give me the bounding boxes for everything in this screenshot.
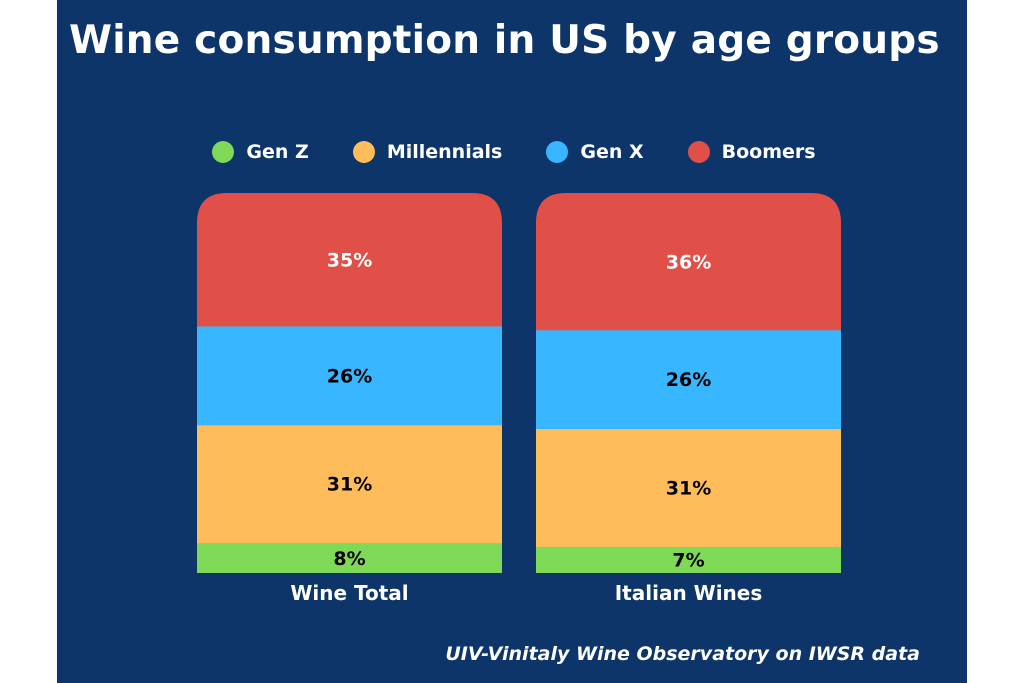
legend-swatch — [212, 141, 235, 163]
legend-label: Millennials — [386, 141, 503, 163]
bar-segment-gen-x — [536, 329, 841, 430]
data-label: 35% — [327, 250, 372, 272]
category-label: Italian Wines — [615, 581, 763, 605]
legend-item-millennials: Millennials — [352, 141, 503, 163]
legend-swatch — [352, 141, 375, 163]
legend-item-boomers: Boomers — [687, 141, 816, 163]
bar-segment-gen-x — [197, 326, 502, 426]
bar-segment-boomers — [197, 193, 502, 327]
source-note: UIV-Vinitaly Wine Observatory on IWSR da… — [445, 643, 920, 665]
bar-segment-gen-z — [536, 546, 841, 573]
legend-swatch — [687, 141, 710, 163]
legend-swatch — [546, 141, 569, 163]
legend-label: Gen X — [580, 141, 644, 163]
legend: Gen Z Millennials Gen X Boomers — [0, 141, 1024, 163]
category-label: Wine Total — [290, 581, 408, 605]
legend-item-gen-z: Gen Z — [212, 141, 309, 163]
chart-title: Wine consumption in US by age groups — [69, 18, 940, 63]
legend-label: Boomers — [721, 141, 816, 163]
data-label: 8% — [333, 548, 365, 570]
legend-item-gen-x: Gen X — [546, 141, 644, 163]
data-label: 36% — [666, 251, 711, 273]
data-label: 31% — [666, 478, 711, 500]
data-label: 26% — [327, 365, 372, 387]
bar-segment-boomers — [536, 193, 841, 331]
data-label: 26% — [666, 369, 711, 391]
bar-segment-gen-z — [197, 542, 502, 573]
data-label: 31% — [327, 474, 372, 496]
legend-label: Gen Z — [246, 141, 309, 163]
data-label: 7% — [672, 550, 704, 572]
bar-segment-millennials — [536, 428, 841, 547]
bar-segment-millennials — [197, 424, 502, 544]
